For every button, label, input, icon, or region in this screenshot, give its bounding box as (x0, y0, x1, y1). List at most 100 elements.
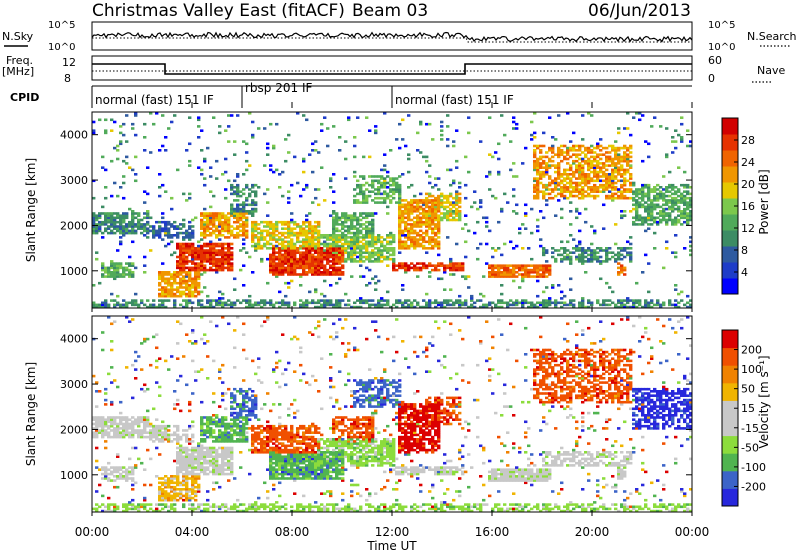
range-gate-cell (620, 179, 624, 183)
range-gate-cell (338, 236, 342, 239)
range-gate-cell (209, 212, 213, 215)
range-gate-cell (323, 303, 327, 307)
range-gate-cell (578, 162, 582, 165)
range-gate-cell (584, 249, 588, 252)
range-gate-cell (536, 146, 540, 150)
range-gate-cell (647, 190, 651, 193)
range-gate-cell (350, 253, 354, 257)
range-gate-cell (164, 427, 168, 430)
range-gate-cell (185, 464, 189, 467)
range-gate-cell (275, 275, 279, 278)
range-gate-cell (290, 253, 294, 257)
range-gate-cell (584, 149, 588, 152)
range-gate-cell (200, 244, 204, 248)
range-gate-cell (125, 416, 129, 419)
range-gate-cell (497, 268, 501, 272)
range-gate-cell (107, 461, 111, 465)
range-gate-cell (185, 242, 189, 246)
range-gate-cell (203, 223, 207, 226)
range-gate-cell (125, 227, 129, 230)
range-gate-cell (113, 305, 117, 309)
range-gate-cell (152, 236, 156, 239)
range-gate-cell (287, 305, 291, 309)
range-gate-cell (230, 183, 234, 187)
range-gate-cell (578, 301, 582, 305)
range-gate-cell (128, 424, 132, 428)
range-gate-cell (269, 262, 273, 265)
range-gate-cell (236, 205, 240, 209)
range-gate-cell (338, 255, 342, 259)
range-gate-cell (401, 203, 405, 207)
range-gate-cell (242, 201, 246, 204)
range-gate-cell (101, 477, 105, 480)
range-gate-cell (356, 229, 360, 233)
range-gate-cell (113, 275, 117, 278)
range-gate-cell (161, 498, 165, 502)
range-gate-cell (374, 275, 378, 278)
range-gate-cell (611, 301, 615, 305)
range-gate-cell (548, 301, 552, 305)
range-gate-cell (464, 240, 468, 244)
range-gate-cell (425, 231, 429, 235)
range-gate-cell (674, 196, 678, 200)
range-gate-cell (371, 231, 375, 235)
range-gate-cell (605, 253, 609, 257)
range-gate-cell (173, 498, 177, 502)
range-gate-cell (104, 305, 108, 309)
range-gate-cell (527, 247, 531, 250)
range-gate-cell (257, 127, 261, 130)
range-gate-cell (602, 203, 606, 207)
range-gate-cell (104, 212, 108, 215)
range-gate-cell (560, 297, 564, 300)
range-gate-cell (125, 505, 129, 509)
range-gate-cell (542, 216, 546, 220)
range-gate-cell (416, 262, 420, 265)
range-gate-cell (107, 316, 111, 319)
range-gate-cell (398, 301, 402, 305)
range-gate-cell (113, 505, 117, 509)
range-gate-cell (425, 292, 429, 296)
range-gate-cell (590, 162, 594, 165)
range-gate-cell (581, 301, 585, 305)
range-gate-cell (551, 149, 555, 152)
range-gate-cell (218, 218, 222, 222)
range-gate-cell (668, 303, 672, 307)
range-gate-cell (194, 247, 198, 250)
range-gate-cell (326, 236, 330, 239)
range-gate-cell (542, 305, 546, 309)
range-gate-cell (374, 288, 378, 291)
range-gate-cell (254, 247, 258, 250)
range-gate-cell (605, 151, 609, 154)
range-gate-cell (527, 301, 531, 305)
range-gate-cell (335, 266, 339, 270)
range-gate-cell (236, 175, 240, 178)
range-gate-cell (143, 505, 147, 509)
range-gate-cell (110, 220, 114, 224)
range-gate-cell (98, 227, 102, 230)
range-gate-cell (404, 227, 408, 230)
range-gate-cell (596, 247, 600, 250)
range-gate-cell (476, 220, 480, 224)
range-gate-cell (347, 231, 351, 235)
range-gate-cell (188, 294, 192, 298)
range-gate-cell (131, 220, 135, 224)
range-gate-cell (629, 255, 633, 259)
range-gate-cell (143, 216, 147, 220)
range-gate-cell (575, 210, 579, 213)
range-gate-cell (404, 144, 408, 148)
range-gate-cell (554, 299, 558, 302)
range-gate-cell (410, 212, 414, 215)
range-gate-cell (293, 234, 297, 237)
range-gate-cell (284, 240, 288, 244)
range-gate-cell (92, 427, 96, 430)
range-gate-cell (356, 201, 360, 204)
range-gate-cell (281, 266, 285, 270)
range-gate-cell (671, 220, 675, 224)
range-gate-cell (281, 303, 285, 307)
range-gate-cell (143, 225, 147, 228)
range-gate-cell (257, 186, 261, 189)
range-gate-cell (188, 284, 192, 287)
range-gate-cell (182, 475, 186, 478)
range-gate-cell (344, 229, 348, 233)
range-gate-cell (176, 494, 180, 498)
